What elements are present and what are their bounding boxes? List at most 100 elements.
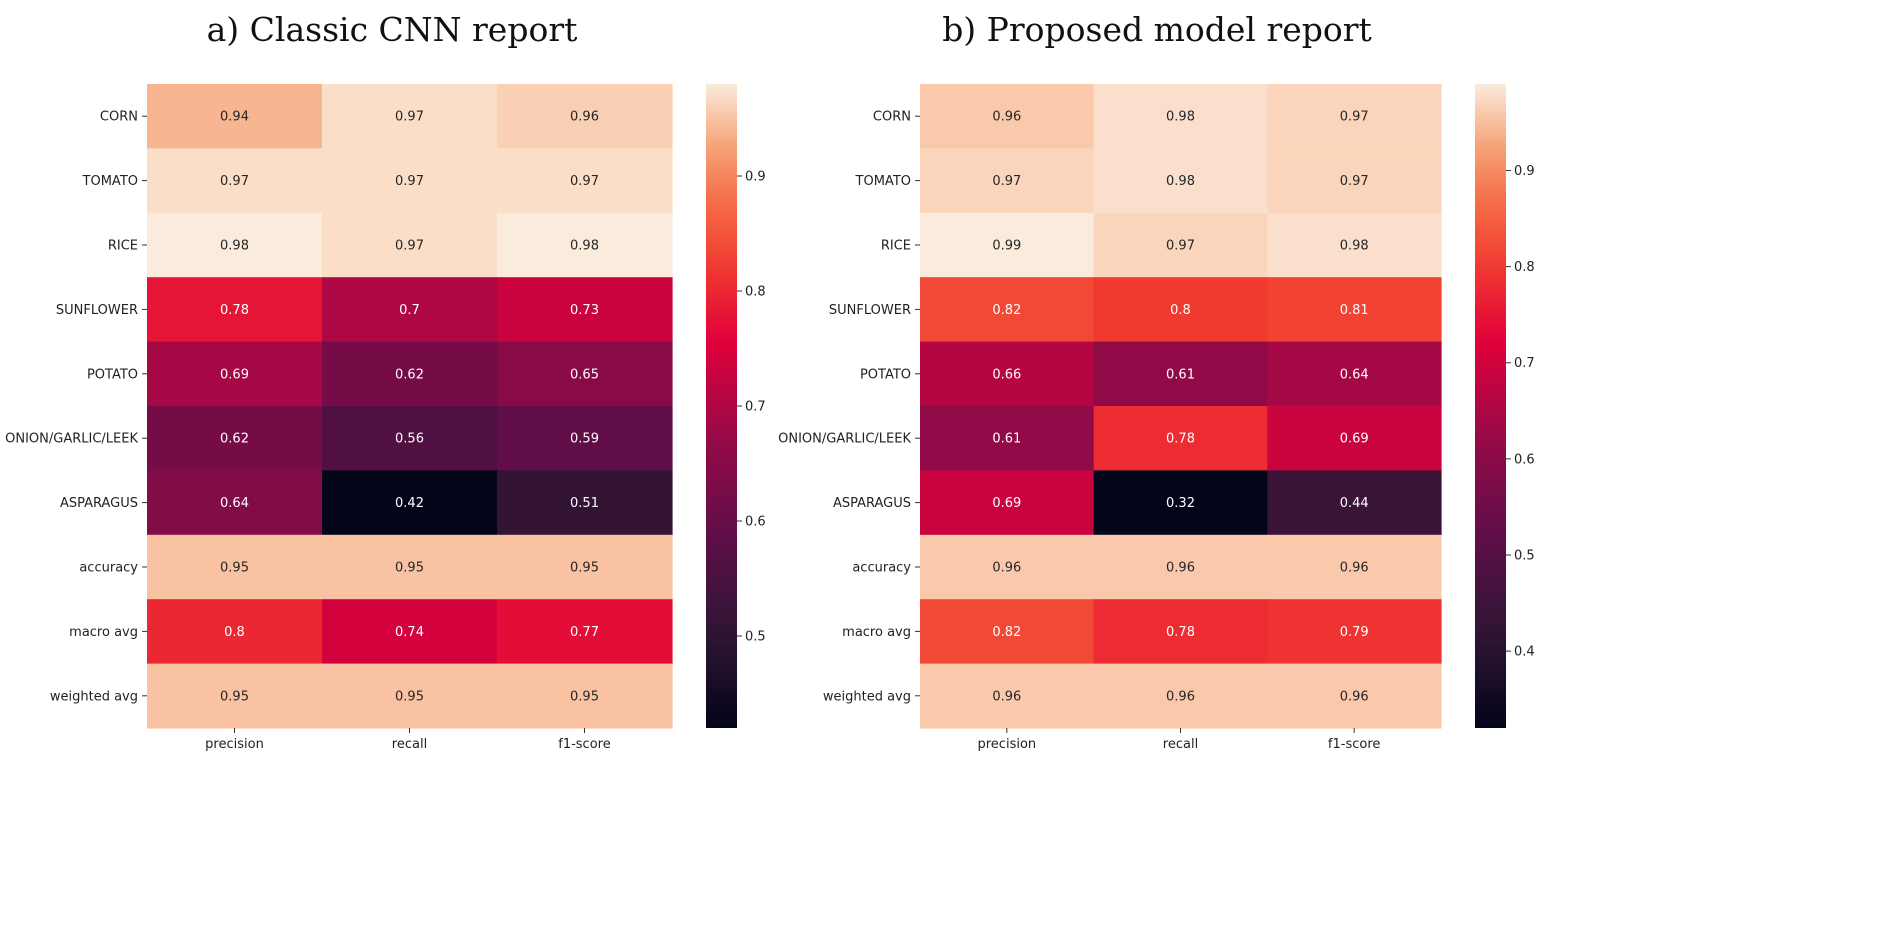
row-label: macro avg: [842, 625, 911, 640]
row-label: RICE: [108, 239, 138, 254]
cell-value-label: 0.97: [395, 174, 424, 189]
cell-value-label: 0.69: [1340, 432, 1369, 447]
row-label: macro avg: [69, 625, 138, 640]
cell-value-label: 0.59: [570, 432, 599, 447]
row-label: POTATO: [87, 367, 138, 382]
cell-value-label: 0.8: [224, 625, 245, 640]
heatmap-cell: [322, 277, 498, 343]
heatmap-cell: [1267, 84, 1442, 149]
heatmap-cell: [1267, 277, 1442, 343]
heatmap-panel-2: b) Proposed model report 0.96 0.98 0.97 0.97…: [778, 10, 1535, 752]
cell-value-label: 0.95: [395, 561, 424, 576]
cell-value-label: 0.73: [570, 303, 599, 318]
cell-value-label: 0.82: [992, 625, 1021, 640]
cell-value-label: 0.62: [395, 367, 424, 382]
column-label: recall: [1163, 737, 1198, 752]
heatmap-cell: [1093, 663, 1268, 729]
heatmap-cell: [322, 599, 498, 665]
heatmap-cell: [1093, 277, 1268, 343]
colorbar: [706, 84, 737, 728]
colorbar-tick-label: 0.6: [745, 515, 766, 530]
cell-value-label: 0.95: [220, 689, 249, 704]
cell-value-label: 0.8: [1170, 303, 1191, 318]
cell-value-label: 0.81: [1340, 303, 1369, 318]
row-label: RICE: [881, 239, 911, 254]
heatmap-cell: [1093, 341, 1268, 407]
heatmap-cell: [1093, 84, 1268, 149]
cell-value-label: 0.69: [220, 367, 249, 382]
cell-value-label: 0.98: [1166, 174, 1195, 189]
row-label: ASPARAGUS: [60, 496, 138, 511]
cell-value-label: 0.96: [1340, 561, 1369, 576]
heatmap-cell: [920, 470, 1095, 536]
heatmap-cell: [497, 148, 673, 214]
heatmap-cell: [1267, 212, 1442, 278]
cell-value-label: 0.97: [1340, 110, 1369, 125]
panel-title: a) Classic CNN report: [207, 10, 578, 49]
heatmap-cell: [920, 534, 1095, 600]
heatmap-cell: [1267, 534, 1442, 600]
colorbar-tick-label: 0.5: [745, 630, 766, 645]
cell-value-label: 0.96: [1340, 689, 1369, 704]
colorbar-tick-label: 0.7: [1514, 356, 1535, 371]
colorbar-tick-label: 0.7: [745, 400, 766, 415]
column-label: f1-score: [1328, 737, 1380, 752]
heatmap-cell: [147, 470, 323, 536]
heatmap-cell: [322, 663, 498, 729]
heatmap-cell: [322, 212, 498, 278]
heatmap-cell: [322, 148, 498, 214]
cell-value-label: 0.97: [395, 239, 424, 254]
cell-value-label: 0.96: [1166, 689, 1195, 704]
cell-value-label: 0.78: [1166, 625, 1195, 640]
row-label: ONION/GARLIC/LEEK: [5, 432, 138, 447]
cell-value-label: 0.65: [570, 367, 599, 382]
row-label: SUNFLOWER: [829, 303, 911, 318]
heatmap-cell: [147, 212, 323, 278]
cell-value-label: 0.78: [1166, 432, 1195, 447]
colorbar-tick-label: 0.5: [1514, 548, 1535, 563]
heatmap-cell: [147, 663, 323, 729]
column-label: precision: [978, 737, 1037, 752]
row-label: SUNFLOWER: [56, 303, 138, 318]
cell-value-label: 0.69: [992, 496, 1021, 511]
heatmap-cell: [322, 341, 498, 407]
heatmap-cell: [1267, 148, 1442, 214]
cell-value-label: 0.99: [992, 239, 1021, 254]
heatmap-cell: [920, 599, 1095, 665]
colorbar-tick-label: 0.8: [745, 285, 766, 300]
heatmap-cell: [497, 341, 673, 407]
heatmap-cell: [147, 148, 323, 214]
column-label: recall: [392, 737, 427, 752]
colorbar-tick-label: 0.6: [1514, 452, 1535, 467]
heatmap-panel-1: a) Classic CNN report 0.94 0.97 0.96 0.97 0.9…: [5, 10, 766, 752]
colorbar: [1475, 84, 1506, 728]
cell-value-label: 0.96: [992, 110, 1021, 125]
heatmap-cell: [920, 277, 1095, 343]
heatmap-cell: [1093, 406, 1268, 471]
cell-value-label: 0.42: [395, 496, 424, 511]
heatmap-cell: [1267, 663, 1442, 729]
heatmap-cell: [1093, 599, 1268, 665]
heatmap-cell: [497, 84, 673, 149]
heatmap-cell: [147, 341, 323, 407]
cell-value-label: 0.97: [1166, 239, 1195, 254]
cell-value-label: 0.95: [220, 561, 249, 576]
cell-value-label: 0.96: [1166, 561, 1195, 576]
row-label: TOMATO: [82, 174, 138, 189]
cell-value-label: 0.97: [992, 174, 1021, 189]
cell-value-label: 0.66: [992, 367, 1021, 382]
cell-value-label: 0.98: [1340, 239, 1369, 254]
heatmap-cell: [920, 212, 1095, 278]
heatmap-cell: [497, 599, 673, 665]
heatmap-cell: [147, 406, 323, 471]
heatmap-cell: [920, 84, 1095, 149]
row-label: accuracy: [79, 561, 138, 576]
cell-value-label: 0.77: [570, 625, 599, 640]
heatmap-cell: [920, 341, 1095, 407]
heatmap-cell: [497, 212, 673, 278]
cell-value-label: 0.98: [220, 239, 249, 254]
heatmap-cell: [322, 406, 498, 471]
heatmap-cell: [322, 534, 498, 600]
row-label: TOMATO: [855, 174, 911, 189]
